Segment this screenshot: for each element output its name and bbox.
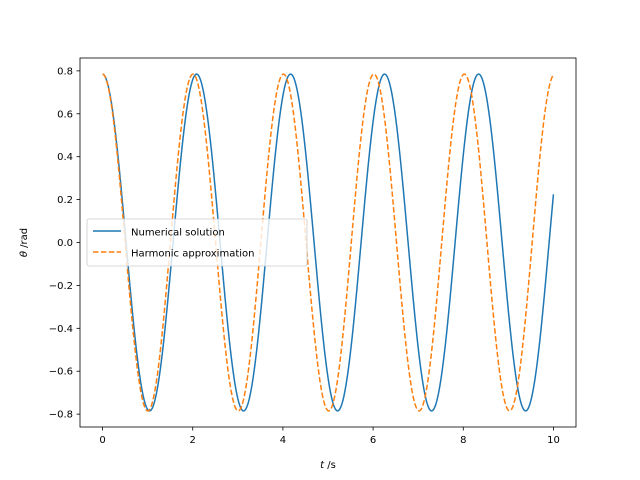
y-tick-label: −0.8	[49, 410, 73, 421]
x-tick-label: 10	[547, 435, 560, 446]
x-tick-label: 4	[280, 435, 286, 446]
x-axis-label: t /s	[320, 460, 336, 471]
series-line-numerical-solution	[102, 73, 555, 412]
legend-label-numerical-solution: Numerical solution	[131, 228, 225, 239]
y-tick-label: 0.4	[57, 152, 73, 163]
y-tick-label: 0.6	[57, 109, 73, 120]
y-tick-label: −0.6	[49, 367, 73, 378]
legend-box	[86, 218, 308, 267]
y-tick-label: 0.8	[57, 66, 73, 77]
y-tick-label: 0.2	[57, 195, 73, 206]
x-axis-label-unit: /s	[324, 460, 336, 471]
y-axis-label-symbol: θ	[19, 251, 30, 257]
y-axis-ticks: −0.8 −0.6 −0.4 −0.2 0.0 0.2 0.4 0.6 0.8	[49, 66, 80, 421]
x-tick-label: 8	[460, 435, 466, 446]
x-axis-ticks: 0 2 4 6 8 10	[99, 427, 560, 446]
y-axis-label-unit: /rad	[19, 228, 30, 251]
legend-label-harmonic-approximation: Harmonic approximation	[131, 249, 254, 260]
y-tick-label: −0.2	[49, 281, 73, 292]
x-tick-label: 2	[190, 435, 196, 446]
x-tick-label: 0	[99, 435, 105, 446]
series-line-harmonic-approximation	[102, 73, 555, 412]
x-tick-label: 6	[370, 435, 376, 446]
legend: Numerical solution Harmonic approximatio…	[86, 218, 308, 267]
y-tick-label: 0.0	[57, 238, 73, 249]
x-axis-label-symbol: t	[320, 460, 325, 471]
y-tick-label: −0.4	[49, 324, 73, 335]
y-axis-label: θ /rad	[19, 228, 30, 257]
series-layer	[102, 73, 555, 412]
